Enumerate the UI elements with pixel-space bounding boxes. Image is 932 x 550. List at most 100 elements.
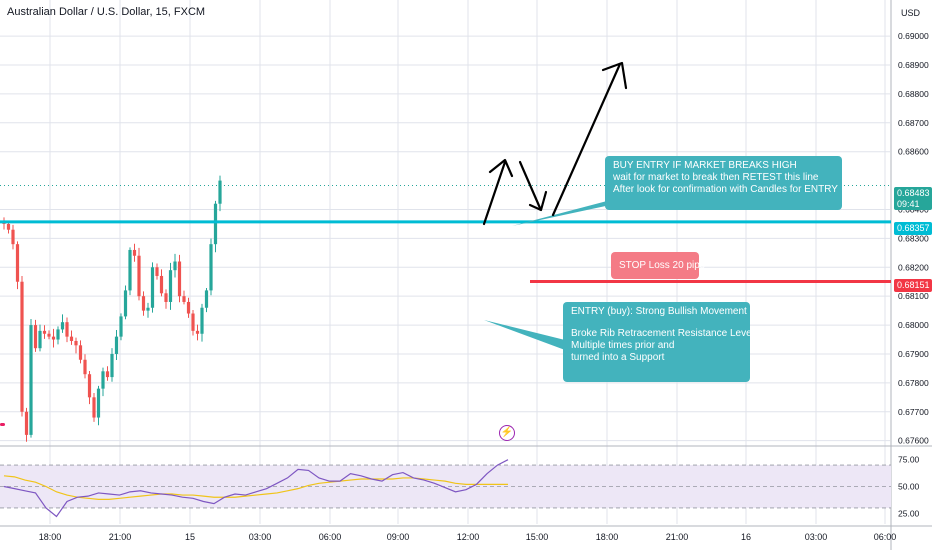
candle-17: [78, 340, 83, 364]
candle-body: [38, 330, 42, 349]
candle-body: [6, 223, 11, 230]
time-label-0: 18:00: [39, 532, 62, 542]
candle-44: [200, 303, 204, 342]
candle-48: [218, 175, 222, 212]
time-label-7: 15:00: [526, 532, 549, 542]
candle-41: [186, 297, 191, 318]
candle-13: [60, 314, 65, 333]
candle-5: [24, 407, 29, 442]
candle-body: [123, 290, 128, 317]
candle-body: [213, 203, 218, 245]
price-label-7: 0.68200: [898, 262, 929, 272]
candle-body: [155, 267, 159, 276]
candle-body: [101, 371, 105, 389]
candle-0: [2, 217, 6, 230]
price-label-3: 0.68700: [898, 118, 929, 128]
stop-loss-callout[interactable]: STOP Loss 20 pips: [611, 252, 705, 279]
candle-body: [164, 293, 168, 302]
arrow-down: [518, 160, 542, 210]
candle-33: [150, 262, 155, 313]
entry-title: ENTRY (buy): Strong Bullish Movement: [571, 306, 747, 317]
candle-30: [137, 247, 141, 301]
candle-7: [33, 319, 38, 352]
candle-body: [114, 336, 119, 354]
flash-event-icon[interactable]: ⚡: [499, 425, 515, 441]
candle-body: [191, 313, 195, 331]
candle-21: [96, 385, 101, 426]
buy-entry-callout[interactable]: BUY ENTRY IF MARKET BREAKS HIGH wait for…: [605, 156, 842, 210]
entry-callout[interactable]: ENTRY (buy): Strong Bullish Movement Bro…: [563, 302, 754, 382]
arrow-up-2: [551, 62, 622, 217]
candle-6: [29, 318, 33, 438]
candle-29: [132, 243, 137, 262]
entry-line-3: turned into a Support: [571, 352, 665, 363]
candle-body: [173, 261, 177, 271]
candle-body: [20, 281, 24, 412]
candle-12: [56, 326, 60, 345]
stop-loss-text: STOP Loss 20 pips: [619, 260, 705, 271]
candle-34: [155, 263, 159, 280]
candle-22: [101, 367, 105, 397]
candle-body: [204, 290, 209, 308]
candle-body: [65, 322, 69, 337]
rsi-ma-line: [3, 475, 508, 500]
candle-31: [141, 291, 146, 316]
buy-callout-pointer: [512, 201, 615, 226]
candle-39: [177, 254, 182, 303]
candle-46: [209, 238, 213, 296]
arrow-up-2-head: [601, 61, 628, 90]
arrow-up-1-head: [488, 158, 514, 178]
buy-entry-line-1: BUY ENTRY IF MARKET BREAKS HIGH: [613, 160, 797, 171]
time-label-8: 18:00: [596, 532, 619, 542]
candle-body: [74, 340, 78, 346]
price-label-2: 0.68800: [898, 89, 929, 99]
candle-body: [110, 353, 114, 378]
candle-body: [195, 330, 200, 334]
candle-body: [128, 249, 132, 291]
time-label-10: 16: [741, 532, 751, 542]
candle-body: [47, 333, 51, 337]
candle-8: [38, 324, 42, 352]
candle-45: [204, 288, 209, 313]
rsi-label-1: 50.00: [898, 482, 920, 492]
candle-11: [51, 328, 56, 348]
candle-body: [137, 255, 141, 297]
candle-40: [182, 290, 186, 305]
rsi-label-0: 75.00: [898, 455, 920, 465]
candle-body: [119, 316, 123, 337]
price-label-11: 0.67800: [898, 378, 929, 388]
candle-4: [20, 276, 24, 417]
candle-body: [24, 411, 29, 435]
price-label-13: 0.67600: [898, 436, 929, 446]
candle-body: [159, 275, 164, 294]
countdown-timer: 09:41: [897, 199, 920, 209]
candle-20: [92, 392, 96, 422]
candle-43: [195, 324, 200, 341]
candle-body: [92, 397, 96, 418]
resistance-price-tag: 0.68357: [894, 222, 932, 235]
candle-body: [105, 371, 110, 378]
candle-42: [191, 309, 195, 336]
candle-body: [200, 307, 204, 334]
candle-body: [132, 249, 137, 256]
buy-entry-line-2: wait for market to break then RETEST thi…: [613, 172, 819, 183]
candle-body: [56, 329, 60, 340]
candle-body: [146, 307, 150, 311]
symbol-title: Australian Dollar / U.S. Dollar, 15, FXC…: [7, 6, 206, 18]
time-label-4: 06:00: [319, 532, 342, 542]
candle-18: [83, 354, 87, 379]
candle-15: [69, 330, 74, 345]
entry-callout-pointer: [484, 320, 565, 350]
time-label-2: 15: [185, 532, 195, 542]
time-label-6: 12:00: [457, 532, 480, 542]
price-label-4: 0.68600: [898, 147, 929, 157]
buy-entry-line-3: After look for confirmation with Candles…: [613, 184, 838, 195]
candle-37: [168, 262, 173, 310]
candle-body: [69, 336, 74, 341]
candle-body: [186, 301, 191, 314]
candle-body: [42, 330, 47, 334]
drawing-marker: [0, 423, 5, 426]
candle-16: [74, 337, 78, 354]
